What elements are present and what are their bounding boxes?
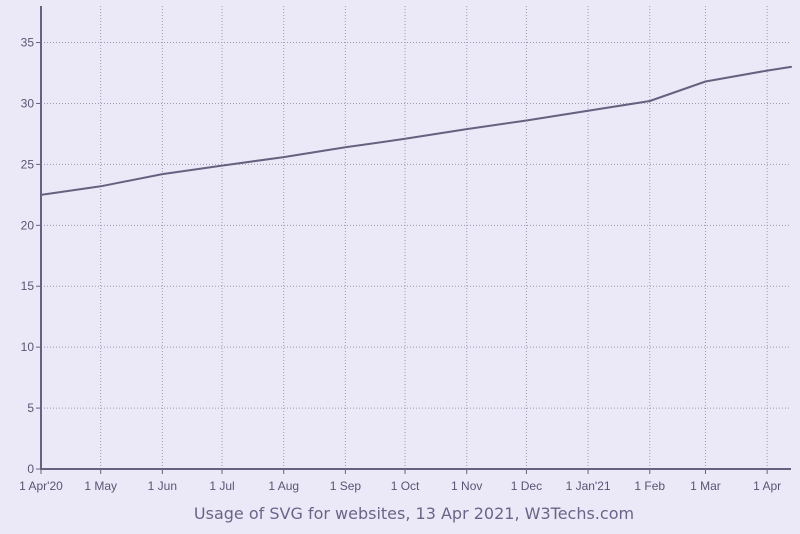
data-point [40,194,42,196]
axes [40,6,791,470]
y-tick-label: 35 [21,36,35,50]
series-line [40,65,792,196]
x-axis-ticks: 1 Apr'20 1 May 1 Jun 1 Jul 1 Aug 1 Sep 1 Oct 1 … [19,469,781,493]
x-tick-label: 1 Nov [451,479,482,493]
x-tick-label: 1 Apr [753,479,781,493]
y-tick-label: 25 [21,157,35,171]
data-point [704,80,706,82]
data-point [344,146,346,148]
data-point [283,156,285,158]
data-point [466,128,468,130]
chart-title: Usage of SVG for websites, 13 Apr 2021, … [194,504,634,523]
data-point [587,110,589,112]
series-layer [40,65,792,196]
x-tick-label: 1 Feb [634,479,665,493]
x-tick-label: 1 Jul [209,479,234,493]
y-tick-label: 15 [21,279,35,293]
y-tick-label: 5 [27,401,34,415]
x-tick-label: 1 Dec [511,479,542,493]
y-tick-label: 10 [21,340,35,354]
gridlines [41,6,791,469]
y-tick-label: 20 [21,218,35,232]
x-tick-label: 1 Jan'21 [566,479,611,493]
x-tick-label: 1 Mar [690,479,721,493]
x-tick-label: 1 Aug [268,479,299,493]
data-point [790,66,792,68]
y-axis-ticks: 0 5 10 15 20 25 30 35 [21,36,41,476]
x-tick-label: 1 Sep [330,479,362,493]
data-point [221,164,223,166]
data-point [99,185,101,187]
x-tick-label: 1 Oct [391,479,420,493]
y-tick-label: 30 [21,96,35,110]
y-tick-label: 0 [27,462,34,476]
data-point [525,119,527,121]
data-point [404,138,406,140]
data-point [161,173,163,175]
data-point [649,100,651,102]
x-tick-label: 1 Apr'20 [19,479,63,493]
x-tick-label: 1 Jun [148,479,177,493]
x-tick-label: 1 May [84,479,117,493]
data-point [766,69,768,71]
